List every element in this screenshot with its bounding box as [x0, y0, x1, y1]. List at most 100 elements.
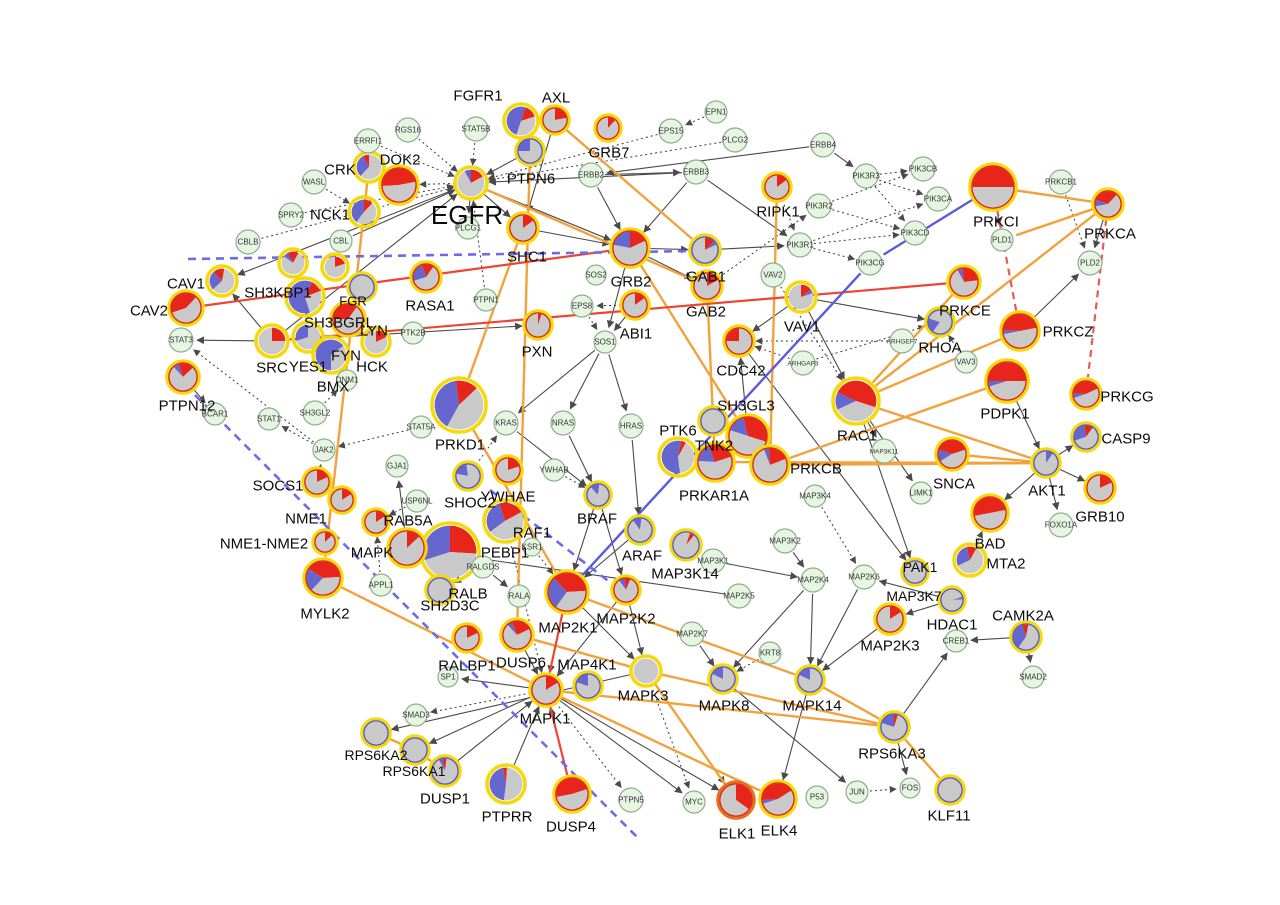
node-PXN[interactable]: [522, 309, 554, 341]
node-SH3KBP1[interactable]: [277, 247, 309, 279]
node-SHB[interactable]: [284, 276, 326, 318]
node-RIPK1[interactable]: [761, 171, 793, 203]
node-CAMK2A[interactable]: [1009, 620, 1043, 654]
node-YWHAE[interactable]: [492, 454, 524, 486]
node-CAV1[interactable]: [205, 264, 239, 298]
node-MAP3K14[interactable]: [669, 528, 703, 562]
node-VAV2[interactable]: VAV2: [760, 262, 786, 288]
node-CASP9[interactable]: [1070, 421, 1102, 453]
node-SMAD3[interactable]: SMAD3: [402, 703, 430, 727]
node-RPS6KA3[interactable]: [877, 710, 911, 744]
node-MAP3K2[interactable]: MAP3K2: [769, 528, 801, 554]
node-MAPK3[interactable]: [629, 654, 663, 688]
node-ABI1[interactable]: [619, 289, 651, 321]
node-GRB7[interactable]: [593, 113, 623, 143]
node-SPRY2[interactable]: SPRY2: [278, 202, 305, 228]
node-PLD1[interactable]: PLD1: [990, 228, 1014, 252]
node-FOXO1A[interactable]: FOXO1A: [1045, 512, 1078, 538]
node-AKT1[interactable]: [1030, 447, 1062, 479]
node-MAPK1[interactable]: [528, 672, 564, 708]
node-DUSP6[interactable]: [499, 617, 535, 653]
node-NME1-NME2[interactable]: [311, 528, 339, 556]
node-DNM1[interactable]: DNM1: [336, 369, 359, 391]
node-BAD[interactable]: [970, 493, 1010, 533]
node-BCAR1[interactable]: BCAR1: [202, 402, 229, 426]
node-SP1[interactable]: SP1: [437, 666, 459, 688]
node-MAP3K7[interactable]: [937, 585, 967, 615]
node-ELK4[interactable]: [758, 779, 798, 819]
node-PTPN5[interactable]: PTPN5: [618, 787, 644, 813]
node-CBL[interactable]: CBL: [329, 229, 353, 253]
node-SOS1[interactable]: SOS1: [593, 330, 617, 354]
node-STAT3[interactable]: STAT3: [168, 327, 194, 353]
node-PEBP1[interactable]: [482, 498, 528, 544]
node-RAC1[interactable]: [831, 376, 881, 426]
node-STAT1[interactable]: STAT1: [257, 407, 281, 431]
node-FGR[interactable]: [346, 271, 378, 303]
node-YWHAB[interactable]: YWHAB: [539, 458, 569, 482]
node-PIK3CB[interactable]: PIK3CB: [909, 156, 937, 182]
node-SMAD2[interactable]: SMAD2: [1019, 665, 1047, 689]
node-NCK1[interactable]: [347, 195, 381, 229]
node-PRKCG[interactable]: [1069, 377, 1103, 411]
node-GRB10[interactable]: [1083, 471, 1117, 505]
node-SHOC2[interactable]: [452, 460, 484, 492]
node-MAP2K6[interactable]: MAP2K6: [848, 564, 880, 590]
node-CDC42[interactable]: [722, 324, 756, 358]
node-FYN[interactable]: [311, 335, 351, 375]
node-APPL1[interactable]: APPL1: [369, 573, 394, 597]
node-RPS6KA2[interactable]: [360, 717, 392, 749]
node-DUSP1[interactable]: [428, 754, 462, 788]
node-ARHGAP3[interactable]: ARHGAP3: [787, 350, 819, 376]
node-NME1[interactable]: [327, 485, 357, 515]
node-CREB1[interactable]: CREB1: [943, 629, 970, 653]
node-STAT5A[interactable]: STAT5A: [406, 415, 436, 439]
node-PLCG2[interactable]: PLCG2: [722, 127, 749, 153]
node-MTA2[interactable]: [952, 542, 988, 578]
node-MAP2K5[interactable]: MAP2K5: [723, 583, 755, 609]
node-ARHGEF7[interactable]: ARHGEF7: [887, 328, 918, 354]
node-MAP3K4[interactable]: MAP3K4: [799, 484, 831, 508]
node-PIK3CG[interactable]: PIK3CG: [855, 250, 885, 276]
node-RHOA[interactable]: [924, 306, 956, 338]
node-GRB2[interactable]: [609, 227, 651, 269]
node-ERBB2[interactable]: ERBB2: [578, 162, 605, 188]
node-STAT5B[interactable]: STAT5B: [461, 116, 491, 142]
node-SRC[interactable]: [254, 323, 290, 359]
node-DUSP4[interactable]: [552, 774, 592, 814]
node-GJA1[interactable]: GJA1: [385, 454, 409, 478]
node-PTPN12[interactable]: [165, 359, 201, 395]
node-SH3GL3[interactable]: [697, 405, 729, 437]
node-MAPK[interactable]: [386, 527, 428, 569]
node-CAV2[interactable]: [167, 289, 205, 327]
node-PTK2B[interactable]: PTK2B: [400, 321, 426, 345]
node-PRKCB[interactable]: [749, 444, 791, 486]
node-HCK[interactable]: [360, 326, 392, 358]
node-PLD2[interactable]: PLD2: [1077, 250, 1103, 276]
node-SH3GL2[interactable]: SH3GL2: [300, 400, 331, 426]
node-ERRFI1[interactable]: ERRFI1: [354, 128, 383, 154]
node-PRKCB1[interactable]: PRKCB1: [1045, 169, 1078, 195]
node-LYN[interactable]: [329, 300, 367, 338]
node-GAB2[interactable]: [690, 269, 724, 303]
node-ERBB3[interactable]: ERBB3: [683, 159, 710, 185]
node-KLF11[interactable]: [934, 774, 966, 806]
node-BRAF[interactable]: [583, 480, 613, 510]
node-SNCA[interactable]: [934, 436, 970, 472]
node-MAP2K3[interactable]: [873, 602, 907, 636]
node-SHC1[interactable]: [506, 211, 540, 245]
node-MAPK8[interactable]: [707, 663, 739, 695]
node-MAP4K1[interactable]: [572, 670, 604, 702]
node-CBLB[interactable]: CBLB: [235, 229, 261, 255]
node-LIMK1[interactable]: LIMK1: [909, 481, 933, 505]
node-SOCS1[interactable]: [301, 466, 333, 498]
node-RALA[interactable]: RALA: [507, 584, 531, 608]
node-FGFR1[interactable]: [502, 102, 540, 140]
node-VAV3[interactable]: VAV3: [954, 350, 978, 374]
node-SOS2[interactable]: SOS2: [585, 264, 607, 286]
node-PRKCE[interactable]: [946, 264, 982, 300]
node-RALBP1[interactable]: [451, 622, 483, 654]
node-EPS15[interactable]: EPS15: [658, 118, 684, 144]
node-VAV1[interactable]: [784, 280, 818, 314]
node-AXL[interactable]: [539, 104, 571, 136]
